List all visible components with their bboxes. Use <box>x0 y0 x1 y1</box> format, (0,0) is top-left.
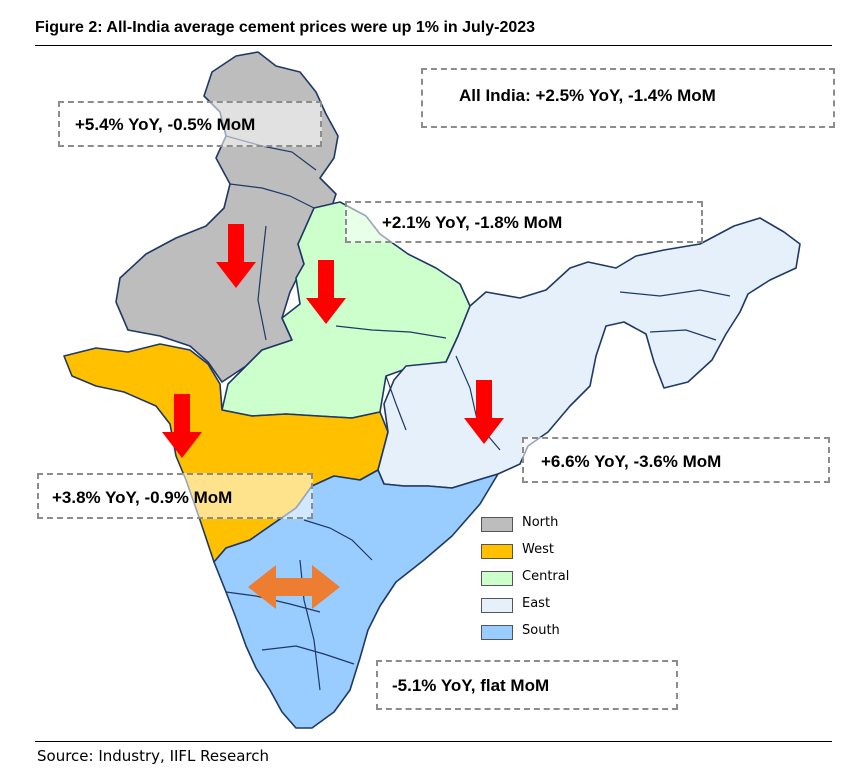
north-callout: +5.4% YoY, -0.5% MoM <box>58 101 322 147</box>
source-note: Source: Industry, IIFL Research <box>37 747 269 765</box>
south-callout: -5.1% YoY, flat MoM <box>376 660 678 710</box>
east-text: +6.6% YoY, -3.6% MoM <box>541 452 722 471</box>
source-rule <box>35 741 832 742</box>
all-india-text: All India: +2.5% YoY, -1.4% MoM <box>459 86 716 105</box>
east-down-arrow <box>464 380 504 444</box>
legend-label-south: South <box>522 623 560 638</box>
legend-swatch-central <box>481 571 513 586</box>
title-rule <box>35 45 832 46</box>
west-callout: +3.8% YoY, -0.9% MoM <box>37 473 313 519</box>
legend-label-north: North <box>522 515 559 530</box>
west-down-arrow <box>162 394 202 458</box>
central-callout: +2.1% YoY, -1.8% MoM <box>345 201 703 243</box>
down-arrows <box>162 224 504 458</box>
east-callout: +6.6% YoY, -3.6% MoM <box>522 437 830 483</box>
north-text: +5.4% YoY, -0.5% MoM <box>75 115 256 134</box>
legend-label-east: East <box>522 596 551 611</box>
south-text: -5.1% YoY, flat MoM <box>392 676 550 695</box>
legend-swatch-south <box>481 625 513 640</box>
legend-label-central: Central <box>522 569 570 584</box>
figure-title: Figure 2: All-India average cement price… <box>35 19 536 36</box>
central-down-arrow <box>306 260 346 324</box>
legend-swatch-east <box>481 598 513 613</box>
north-down-arrow <box>216 224 256 288</box>
south-flat-arrow <box>248 565 340 609</box>
west-text: +3.8% YoY, -0.9% MoM <box>52 488 233 507</box>
legend-swatch-north <box>481 517 513 532</box>
region-south <box>213 469 499 729</box>
legend-swatch-west <box>481 544 513 559</box>
all-india-callout: All India: +2.5% YoY, -1.4% MoM <box>421 68 835 128</box>
central-text: +2.1% YoY, -1.8% MoM <box>382 213 563 232</box>
legend-label-west: West <box>522 542 554 557</box>
